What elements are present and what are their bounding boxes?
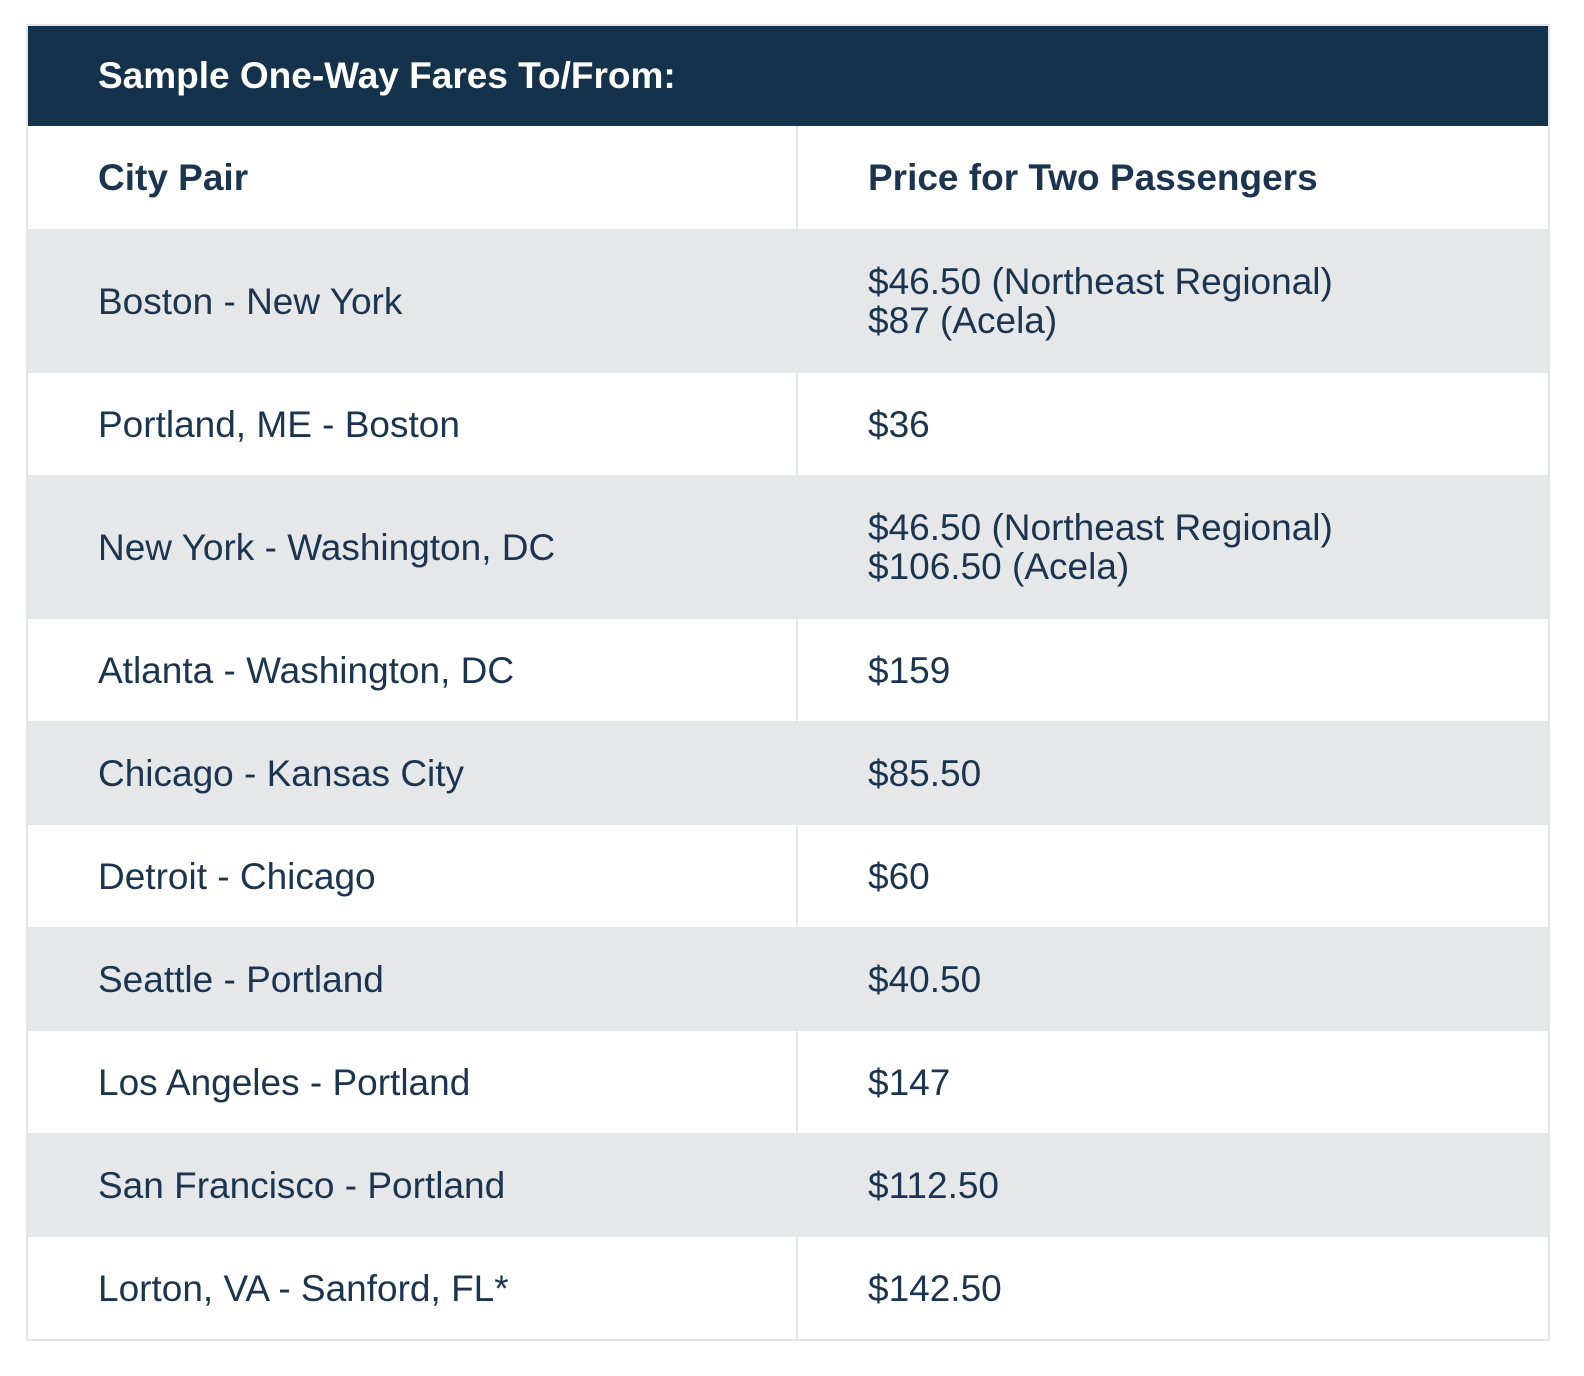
city-pair: Seattle - Portland	[98, 958, 384, 1000]
table-row: Portland, ME - Boston $36	[28, 373, 1548, 475]
table-row: Chicago - Kansas City $85.50	[28, 721, 1548, 825]
price-cell: $40.50	[798, 927, 1548, 1031]
table-row: Seattle - Portland $40.50	[28, 927, 1548, 1031]
table-row: Atlanta - Washington, DC $159	[28, 619, 1548, 721]
city-pair: Atlanta - Washington, DC	[28, 619, 798, 721]
table-row: Detroit - Chicago $60	[28, 825, 1548, 927]
table-row: Boston - New York $46.50 (Northeast Regio…	[28, 229, 1548, 373]
price-cell: $46.50 (Northeast Regional) $87 (Acela)	[798, 229, 1548, 373]
city-pair: Detroit - Chicago	[28, 825, 798, 927]
price-cell: $46.50 (Northeast Regional) $106.50 (Acel…	[798, 475, 1548, 619]
price-line: $46.50 (Northeast Regional)	[868, 507, 1333, 548]
price-line: $36	[868, 403, 930, 445]
price-line: $159	[868, 649, 951, 691]
price-line: $112.50	[868, 1164, 999, 1206]
price-cell: $112.50	[798, 1133, 1548, 1237]
city-pair: Portland, ME - Boston	[28, 373, 798, 475]
city-pair: San Francisco - Portland	[98, 1164, 506, 1206]
column-header: Price for Two Passengers	[868, 157, 1318, 198]
city-pair: Los Angeles - Portland	[28, 1031, 798, 1133]
price-cell: $36	[798, 373, 1548, 475]
price-line: $147	[868, 1061, 951, 1103]
price-cell: $147	[798, 1031, 1548, 1133]
price-line: $60	[868, 855, 930, 897]
city-pair: Lorton, VA - Sanford, FL*	[28, 1237, 798, 1339]
header-row: City Pair Price for Two Passengers	[28, 126, 1548, 229]
table-row: Lorton, VA - Sanford, FL* $142.50	[28, 1237, 1548, 1339]
table-title: Sample One-Way Fares To/From:	[28, 26, 1548, 126]
price-line: $40.50	[868, 958, 982, 1000]
price-line: $46.50 (Northeast Regional)	[868, 261, 1333, 302]
price-line: $85.50	[868, 752, 982, 794]
city-pair: New York - Washington, DC	[98, 526, 556, 568]
city-pair: Chicago - Kansas City	[98, 752, 465, 794]
price-line: $106.50 (Acela)	[868, 546, 1130, 587]
price-cell: $60	[798, 825, 1548, 927]
price-cell: $85.50	[798, 721, 1548, 825]
fare-table: Sample One-Way Fares To/From: City Pair P…	[26, 24, 1550, 1341]
city-pair: Boston - New York	[98, 280, 403, 322]
price-line: $87 (Acela)	[868, 300, 1058, 341]
table-row: New York - Washington, DC $46.50 (Northea…	[28, 475, 1548, 619]
column-header: City Pair	[28, 126, 798, 229]
price-cell: $159	[798, 619, 1548, 721]
table-row: Los Angeles - Portland $147	[28, 1031, 1548, 1133]
table-row: San Francisco - Portland $112.50	[28, 1133, 1548, 1237]
price-line: $142.50	[868, 1267, 1002, 1309]
price-cell: $142.50	[798, 1237, 1548, 1339]
